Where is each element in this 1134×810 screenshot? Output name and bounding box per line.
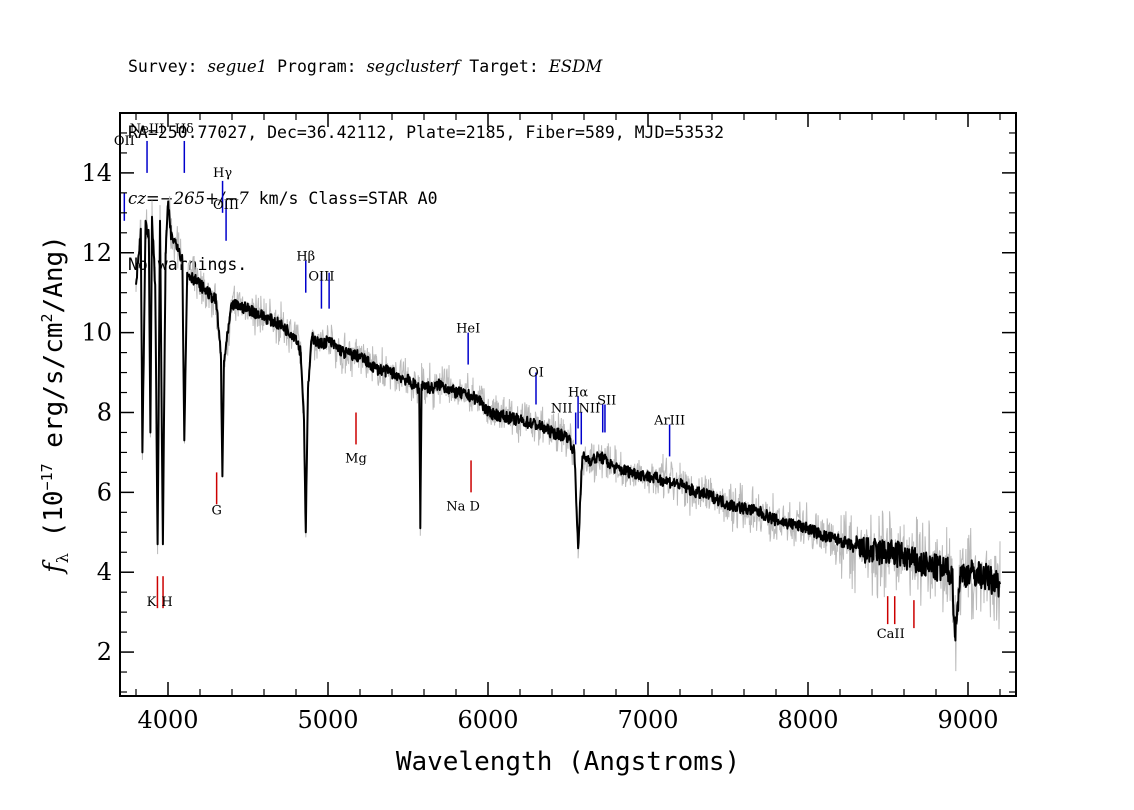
- x-tick-label: 4000: [137, 706, 198, 734]
- absorption-line-label: Mg: [345, 451, 367, 466]
- class-text: km/s Class=STAR A0: [248, 189, 438, 208]
- absorption-line-label: G: [211, 503, 221, 518]
- spectrum-header: Survey: segue1 Program: segclusterf Targ…: [128, 12, 724, 298]
- program-value: segclusterf: [366, 57, 460, 76]
- plot-frame: [119, 112, 1017, 697]
- x-tick-label: 8000: [777, 706, 838, 734]
- survey-value: segue1: [207, 57, 268, 76]
- x-axis-title: Wavelength (Angstroms): [396, 747, 740, 777]
- error-band: [135, 196, 1001, 672]
- y-tick-label: 6: [97, 478, 112, 506]
- emission-line-label: OIII: [308, 270, 334, 285]
- emission-line-label: Hα: [568, 386, 588, 401]
- error-band-trace: [135, 196, 1001, 672]
- header-line-coordinates: RA=250.77027, Dec=36.42112, Plate=2185, …: [128, 123, 725, 142]
- survey-label: Survey:: [128, 57, 198, 76]
- axis-ticks: 4000 5000 6000 7000 8000 9000 2 4 6 8 10 12 14: [81, 113, 1016, 734]
- y-tick-label: 4: [97, 558, 112, 586]
- target-value: ESDM: [548, 57, 603, 76]
- emission-line-label: OI: [528, 366, 544, 381]
- emission-line-label: NeIII: [130, 122, 164, 137]
- y-tick-label: 14: [81, 159, 112, 187]
- program-label: Program:: [277, 57, 357, 76]
- y-tick-label: 2: [97, 638, 112, 666]
- emission-line-label: ArIII: [653, 413, 685, 428]
- emission-line-label: SII: [597, 394, 616, 409]
- flux-line: [135, 200, 1001, 642]
- y-tick-label: 12: [81, 239, 112, 267]
- emission-line-label: NII: [578, 401, 600, 416]
- absorption-line-label: H: [161, 595, 172, 610]
- emission-line-label: HeI: [456, 322, 480, 337]
- y-axis-title: fλ (10−17 erg/s/cm2/Ang): [38, 235, 72, 575]
- x-tick-label: 6000: [457, 706, 518, 734]
- x-tick-label: 9000: [937, 706, 998, 734]
- absorption-line-label: Na D: [446, 499, 480, 514]
- emission-line-label: Hβ: [296, 250, 315, 265]
- flux-series: [135, 200, 1001, 642]
- emission-line-label: OIII: [213, 198, 239, 213]
- header-line-survey: Survey: segue1 Program: segclusterf Targ…: [128, 56, 724, 78]
- y-tick-label: 10: [81, 319, 112, 347]
- emission-line-label: Hδ: [175, 122, 194, 137]
- svg-text:fλ (10−17 erg/s/cm2/Ang): fλ (10−17 erg/s/cm2/Ang): [38, 235, 72, 575]
- y-tick-label: 8: [97, 398, 112, 426]
- emission-line-label: Hγ: [213, 166, 232, 181]
- target-label: Target:: [469, 57, 539, 76]
- x-tick-label: 7000: [617, 706, 678, 734]
- absorption-line-label: CaII: [877, 627, 905, 642]
- x-tick-label: 5000: [297, 706, 358, 734]
- emission-line-label: NII: [551, 401, 573, 416]
- absorption-line-label: K: [147, 595, 157, 610]
